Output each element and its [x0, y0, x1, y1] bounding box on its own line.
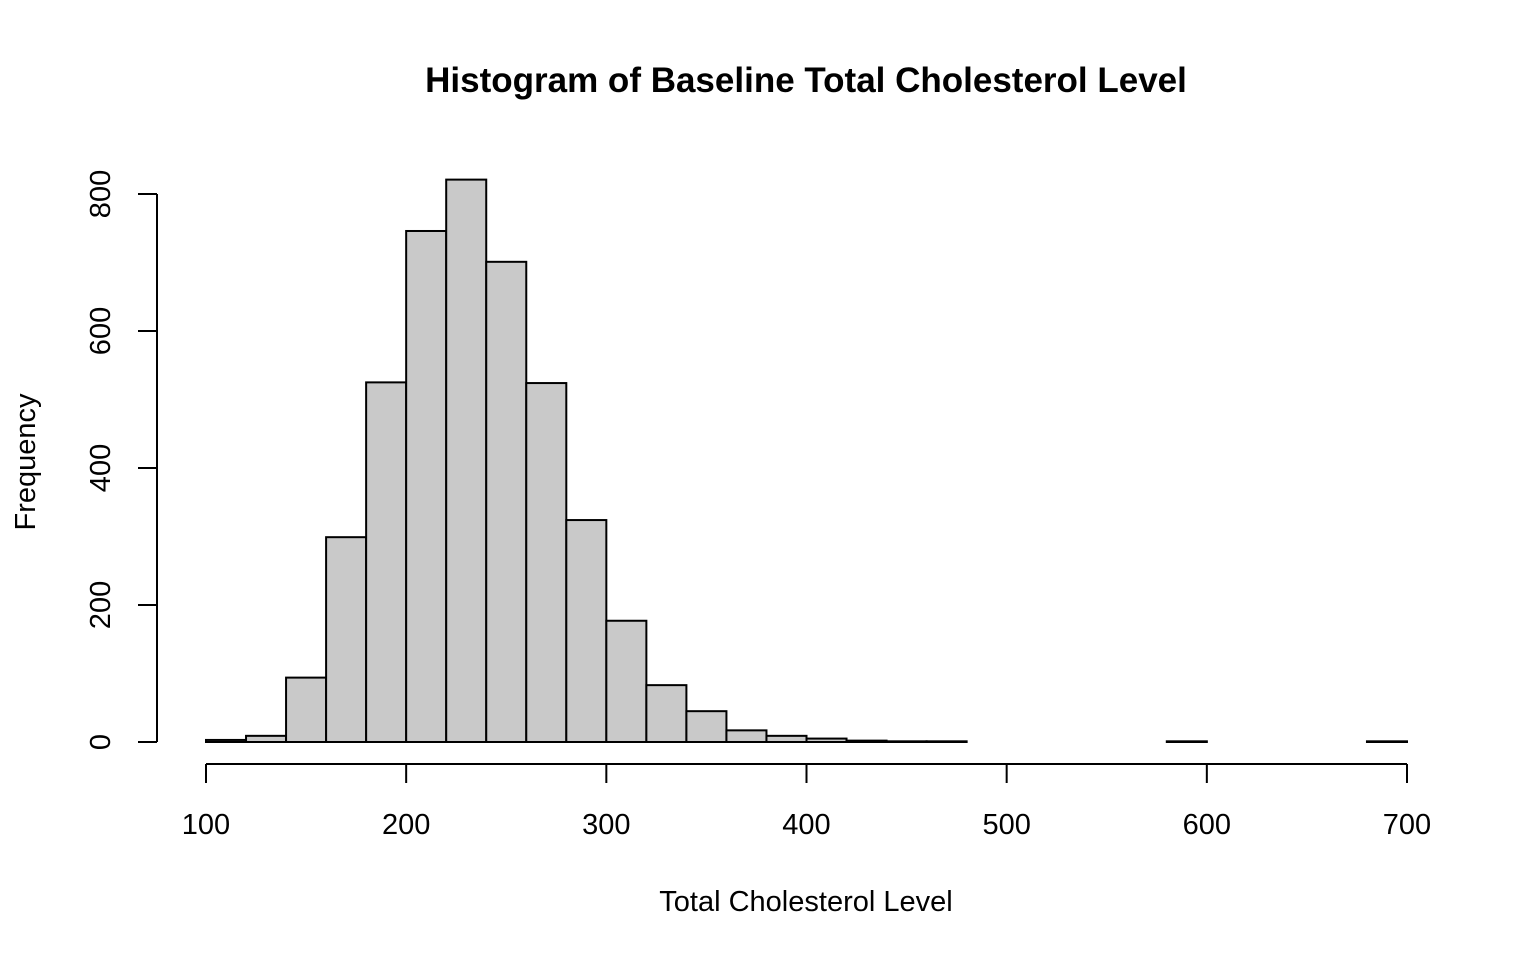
histogram-bar-260-280 [525, 382, 568, 743]
histogram-bar-300-320 [605, 619, 648, 744]
histogram-bar-220-240 [445, 178, 488, 744]
x-axis: 100 200 300 400 500 600 700 [182, 763, 1431, 841]
y-tick-label-0: 0 [85, 734, 117, 750]
x-tick-label-600: 600 [1183, 809, 1231, 841]
histogram-bar-400-420 [805, 737, 848, 744]
x-axis-label: Total Cholesterol Level [659, 886, 952, 918]
histogram-bar-200-220 [405, 229, 448, 744]
chart-title: Histogram of Baseline Total Cholesterol … [425, 61, 1187, 100]
x-tick-label-300: 300 [582, 809, 630, 841]
y-tick-label-400: 400 [85, 444, 117, 492]
histogram-bar-320-340 [645, 684, 688, 744]
y-tick-label-800: 800 [85, 170, 117, 218]
x-tick-label-100: 100 [182, 809, 230, 841]
x-tick-label-400: 400 [782, 809, 830, 841]
histogram-bar-120-140 [245, 734, 288, 744]
x-tick-label-500: 500 [982, 809, 1030, 841]
histogram-bar-680-700 [1365, 740, 1409, 744]
histogram-bar-140-160 [285, 676, 328, 743]
histogram-bar-420-440 [845, 739, 888, 744]
y-axis-label: Frequency [10, 393, 42, 531]
y-axis: 0 200 400 600 800 [85, 170, 158, 750]
y-tick-label-200: 200 [85, 581, 117, 629]
histogram-bar-460-480 [925, 740, 968, 744]
histogram-bar-440-460 [885, 740, 928, 744]
histogram-bar-360-380 [725, 729, 768, 743]
histogram-bar-280-300 [565, 519, 608, 743]
histogram-bars [205, 178, 1409, 744]
histogram-bar-380-400 [765, 734, 808, 744]
histogram-bar-240-260 [485, 260, 528, 743]
x-tick-label-700: 700 [1383, 809, 1431, 841]
histogram-bar-160-180 [325, 536, 368, 743]
histogram-bar-580-600 [1165, 740, 1208, 744]
histogram-bar-180-200 [365, 381, 408, 743]
histogram-bar-100-120 [205, 738, 248, 744]
x-tick-label-200: 200 [382, 809, 430, 841]
histogram-bar-340-360 [685, 710, 728, 743]
y-tick-label-600: 600 [85, 307, 117, 355]
